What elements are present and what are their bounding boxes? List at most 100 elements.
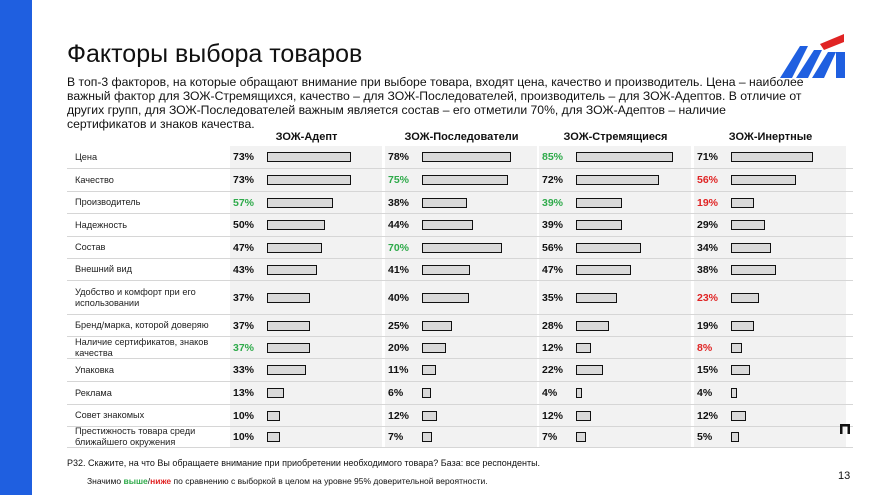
brand-logo bbox=[780, 34, 845, 78]
row-divider bbox=[67, 447, 853, 448]
cell-background bbox=[230, 359, 382, 381]
cell-background bbox=[385, 337, 537, 358]
value-bar bbox=[267, 220, 325, 230]
cell-background bbox=[539, 427, 691, 447]
value-bar bbox=[267, 292, 311, 303]
value-bar bbox=[576, 342, 592, 353]
cell-background bbox=[385, 315, 537, 336]
value-label: 5% bbox=[697, 431, 713, 443]
value-bar bbox=[731, 175, 796, 185]
cell-background bbox=[694, 337, 846, 358]
cell-background bbox=[539, 405, 691, 426]
table-row: Наличие сертификатов, знаков качества 37%… bbox=[67, 337, 853, 359]
row-divider bbox=[67, 168, 853, 169]
value-bar bbox=[422, 388, 431, 398]
value-label: 35% bbox=[542, 291, 564, 304]
value-label: 33% bbox=[233, 364, 255, 376]
value-label: 47% bbox=[233, 241, 255, 254]
cell-background bbox=[694, 405, 846, 426]
value-label: 39% bbox=[542, 196, 564, 209]
value-bar bbox=[422, 152, 512, 162]
value-bar bbox=[731, 410, 747, 421]
value-bar bbox=[731, 365, 750, 375]
value-bar bbox=[267, 320, 311, 331]
value-bar bbox=[267, 264, 318, 275]
row-label: Совет знакомых bbox=[75, 410, 145, 420]
value-bar bbox=[576, 292, 618, 303]
value-label: 39% bbox=[542, 219, 564, 231]
value-label: 57% bbox=[233, 196, 255, 209]
value-label: 4% bbox=[542, 387, 558, 399]
row-divider bbox=[67, 336, 853, 337]
legend-lower: ниже bbox=[150, 476, 172, 486]
value-bar bbox=[576, 365, 603, 375]
table-row: Престижность товара среди ближайшего окр… bbox=[67, 426, 853, 448]
cell-background bbox=[539, 382, 691, 404]
cell-background bbox=[539, 359, 691, 381]
cell-background bbox=[694, 214, 846, 236]
value-bar bbox=[731, 388, 738, 398]
cell-background bbox=[694, 281, 846, 314]
cell-background bbox=[694, 315, 846, 336]
row-label: Состав bbox=[75, 242, 106, 252]
table-row: Удобство и комфорт при его использовании… bbox=[67, 281, 853, 315]
table-row: Цена 73% 78% 85% 71% bbox=[67, 146, 853, 169]
value-label: 41% bbox=[388, 263, 410, 276]
value-bar bbox=[422, 242, 503, 253]
value-label: 29% bbox=[697, 219, 719, 231]
table-row: Совет знакомых 10% 12% 12% 12% bbox=[67, 405, 853, 427]
value-label: 40% bbox=[388, 291, 410, 304]
row-divider bbox=[67, 191, 853, 192]
table-row: Реклама 13% 6% 4% 4% bbox=[67, 382, 853, 405]
cell-background bbox=[694, 427, 846, 447]
value-bar bbox=[731, 432, 739, 442]
value-bar bbox=[576, 264, 631, 275]
cell-background bbox=[230, 382, 382, 404]
value-label: 19% bbox=[697, 319, 719, 332]
cell-background bbox=[694, 192, 846, 213]
value-bar bbox=[267, 175, 351, 185]
value-bar bbox=[422, 320, 452, 331]
cell-background bbox=[539, 315, 691, 336]
value-bar bbox=[267, 197, 333, 208]
row-divider bbox=[67, 280, 853, 281]
value-label: 23% bbox=[697, 291, 719, 304]
value-label: 37% bbox=[233, 319, 255, 332]
group-header-1: ЗОЖ-Последователи bbox=[404, 131, 519, 143]
value-label: 56% bbox=[542, 241, 564, 254]
value-bar bbox=[422, 342, 447, 353]
value-bar bbox=[731, 242, 772, 253]
group-header-2: ЗОЖ-Стремящиеся bbox=[563, 131, 668, 143]
value-bar bbox=[267, 342, 311, 353]
value-label: 44% bbox=[388, 219, 410, 231]
value-label: 7% bbox=[388, 431, 404, 443]
intro-text: В топ-3 факторов, на которые обращают вн… bbox=[67, 75, 804, 131]
value-label: 75% bbox=[388, 174, 410, 186]
value-label: 37% bbox=[233, 291, 255, 304]
row-divider bbox=[67, 314, 853, 315]
value-bar bbox=[422, 264, 470, 275]
group-header-0: ЗОЖ-Адепт bbox=[275, 131, 338, 143]
row-label: Качество bbox=[75, 174, 114, 185]
value-bar bbox=[731, 220, 766, 230]
value-bar bbox=[731, 342, 742, 353]
row-label: Реклама bbox=[75, 387, 112, 398]
value-bar bbox=[422, 432, 432, 442]
value-label: 73% bbox=[233, 151, 255, 163]
value-bar bbox=[731, 152, 813, 162]
value-label: 73% bbox=[233, 174, 255, 186]
value-label: 22% bbox=[542, 364, 564, 376]
value-label: 34% bbox=[697, 241, 719, 254]
value-label: 78% bbox=[388, 151, 410, 163]
value-label: 70% bbox=[388, 241, 410, 254]
value-bar bbox=[576, 220, 622, 230]
value-label: 25% bbox=[388, 319, 410, 332]
row-label: Цена bbox=[75, 151, 98, 162]
value-bar bbox=[576, 152, 674, 162]
value-label: 11% bbox=[388, 364, 409, 376]
value-label: 72% bbox=[542, 174, 564, 186]
value-bar bbox=[267, 242, 322, 253]
value-bar bbox=[422, 220, 474, 230]
value-label: 13% bbox=[233, 387, 255, 399]
value-label: 15% bbox=[697, 364, 719, 376]
